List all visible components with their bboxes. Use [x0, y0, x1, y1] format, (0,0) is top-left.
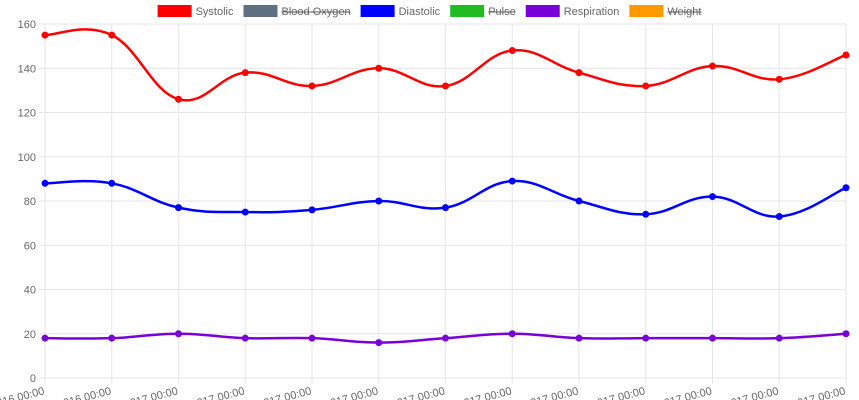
legend-swatch — [157, 5, 192, 17]
legend-swatch — [243, 5, 278, 17]
data-point — [442, 82, 449, 90]
data-point — [842, 330, 850, 338]
legend-swatch — [629, 5, 664, 17]
data-point — [41, 179, 49, 187]
data-point — [241, 334, 249, 342]
x-tick-label: 017 00:00 — [329, 385, 379, 400]
legend-swatch — [525, 5, 560, 17]
x-tick-label: 017 00:00 — [196, 385, 246, 400]
data-point — [241, 69, 249, 77]
y-tick-label: 60 — [24, 240, 36, 252]
data-point — [241, 208, 249, 216]
legend-label: Systolic — [196, 6, 234, 18]
legend-swatch — [360, 5, 395, 17]
data-point — [375, 339, 383, 347]
y-tick-label: 120 — [18, 108, 36, 120]
data-point — [575, 69, 583, 77]
data-point — [575, 334, 583, 342]
data-point — [642, 210, 650, 218]
legend-label: Blood Oxygen — [282, 6, 351, 18]
data-point — [41, 31, 49, 39]
data-point — [108, 179, 116, 187]
y-tick-label: 0 — [30, 373, 36, 385]
data-point — [775, 75, 783, 83]
y-tick-label: 80 — [24, 196, 36, 208]
data-point — [308, 334, 316, 342]
data-point — [175, 204, 182, 212]
data-point — [642, 334, 650, 342]
data-point — [709, 334, 716, 342]
x-tick-label: 017 00:00 — [463, 385, 513, 400]
data-point — [575, 197, 583, 205]
data-point — [108, 334, 116, 342]
data-point — [709, 62, 716, 70]
x-tick-label: 017 00:00 — [730, 385, 780, 400]
data-point — [308, 82, 316, 90]
x-tick-label: 017 00:00 — [596, 385, 646, 400]
y-tick-label: 160 — [18, 19, 36, 31]
y-tick-label: 20 — [24, 329, 36, 341]
data-point — [842, 51, 850, 59]
legend-swatch — [450, 5, 485, 17]
x-tick-label: 016 00:00 — [0, 385, 46, 400]
legend-label: Pulse — [488, 6, 516, 18]
data-point — [642, 82, 650, 90]
data-point — [175, 330, 182, 338]
data-point — [508, 330, 516, 338]
data-point — [442, 334, 449, 342]
data-point — [442, 204, 449, 212]
legend-label: Respiration — [564, 6, 620, 18]
data-point — [41, 334, 49, 342]
y-tick-label: 140 — [18, 63, 36, 75]
x-tick-label: 017 00:00 — [129, 385, 179, 400]
x-tick-label: 017 00:00 — [529, 385, 579, 400]
data-point — [375, 197, 383, 205]
legend: Systolic Blood Oxygen Diastolic Pulse Respir… — [157, 5, 701, 18]
y-tick-label: 40 — [24, 285, 36, 297]
data-point — [775, 334, 783, 342]
legend-label: Weight — [667, 6, 701, 18]
x-tick-label: 017 00:00 — [396, 385, 446, 400]
data-point — [775, 212, 783, 220]
data-point — [709, 193, 716, 201]
x-tick-label: 017 00:00 — [262, 385, 312, 400]
y-tick-label: 100 — [18, 152, 36, 164]
data-point — [308, 206, 316, 214]
data-point — [842, 184, 850, 192]
data-point — [375, 64, 383, 72]
x-tick-label: 016 00:00 — [62, 385, 112, 400]
data-point — [108, 31, 116, 39]
data-point — [508, 47, 516, 55]
x-tick-label: 017 00:00 — [663, 385, 713, 400]
x-tick-label: 017 00:00 — [796, 385, 846, 400]
data-point — [508, 177, 516, 185]
data-point — [175, 95, 182, 103]
legend-label: Diastolic — [399, 6, 441, 18]
